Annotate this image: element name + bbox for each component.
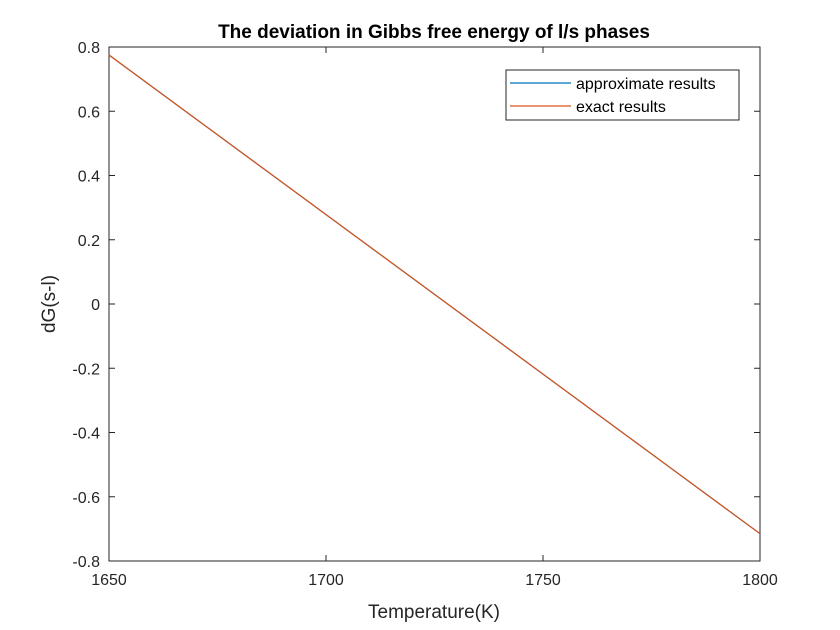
legend-label-exact-results: exact results [576,99,666,116]
y-tick-label: 0.4 [78,169,100,186]
x-axis-label: Temperature(K) [368,602,500,623]
y-tick-labels: -0.8 -0.6 -0.4 -0.2 0 0.2 0.4 0.6 0.8 [72,40,100,571]
y-tick-label: -0.6 [72,490,100,507]
x-tick-label: 1750 [525,572,561,589]
y-tick-label: 0 [91,297,100,314]
plot-area [108,46,761,562]
series-layer [108,54,761,535]
y-axis-label: dG(s-l) [39,275,60,333]
legend: approximate results exact results [505,69,740,121]
tick-marks [108,46,761,562]
y-tick-label: 0.8 [78,40,100,57]
x-tick-label: 1700 [308,572,344,589]
y-tick-label: 0.2 [78,233,100,250]
legend-box [505,69,740,121]
y-tick-label: -0.4 [72,426,100,443]
y-tick-label: -0.2 [72,361,100,378]
y-tick-label: -0.8 [72,554,100,571]
x-tick-label: 1650 [91,572,127,589]
y-tick-label: 0.6 [78,104,100,121]
x-tick-label: 1800 [742,572,778,589]
x-tick-labels: 1650 1700 1750 1800 [91,572,778,589]
chart-title: The deviation in Gibbs free energy of l/… [218,22,650,43]
series-line-exact-results [108,54,761,535]
legend-label-approximate-results: approximate results [576,76,716,93]
